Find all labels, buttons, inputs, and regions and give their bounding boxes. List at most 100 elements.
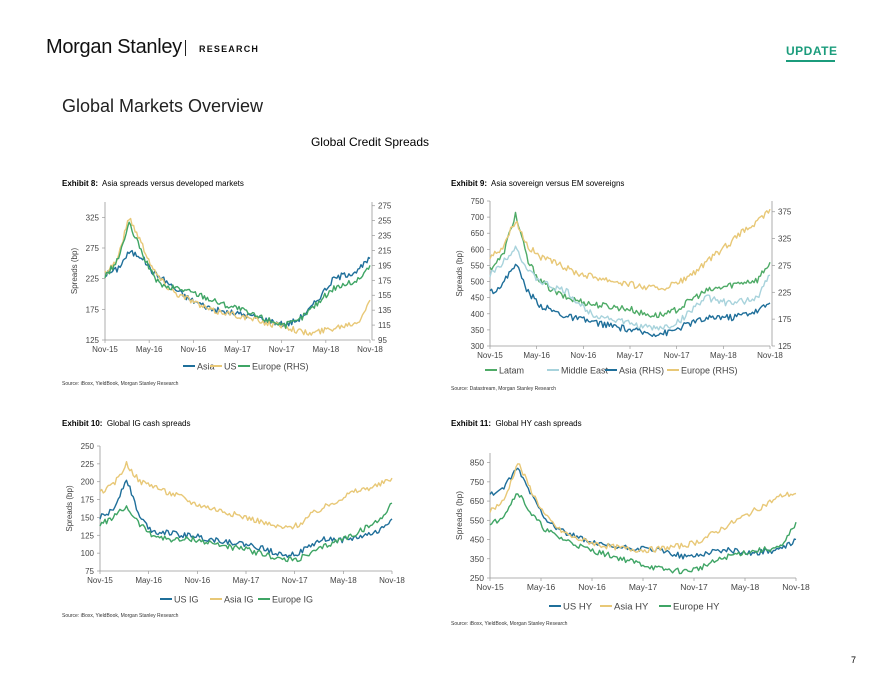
exhibit-11-source: Source: iBoxx, YieldBook, Morgan Stanley…	[451, 621, 568, 627]
exhibit-title-text: Asia spreads versus developed markets	[102, 179, 244, 188]
section-title: Global Credit Spreads	[310, 135, 430, 149]
legend-label: US HY	[563, 602, 593, 613]
y-tick-label: 350	[471, 326, 485, 335]
series-line-asia-rhs-	[489, 263, 771, 338]
series-line-middle-east	[489, 245, 771, 331]
x-tick-label: Nov-16	[184, 576, 210, 585]
y-tick-label: 100	[81, 549, 95, 558]
exhibit-title-text: Global IG cash spreads	[106, 419, 191, 428]
y2-tick-label: 155	[378, 291, 392, 300]
y2-tick-label: 175	[778, 315, 792, 324]
exhibit-label: Exhibit 11:	[451, 419, 492, 428]
y-tick-label: 250	[470, 573, 484, 583]
exhibit-label: Exhibit 9:	[451, 179, 488, 188]
y-axis-label: Spreads (bp)	[454, 491, 464, 540]
y-tick-label: 350	[470, 554, 484, 564]
x-tick-label: Nov-18	[357, 345, 383, 354]
series-line-europe-hy	[489, 493, 797, 575]
series-line-latam	[489, 211, 771, 319]
y-tick-label: 600	[471, 245, 485, 254]
y2-tick-label: 95	[378, 336, 387, 345]
x-tick-label: May-16	[527, 582, 556, 592]
x-tick-label: Nov-16	[180, 345, 206, 354]
brand-divider	[185, 40, 186, 56]
y-tick-label: 750	[470, 477, 484, 487]
y-tick-label: 125	[86, 336, 100, 345]
legend-label: Europe HY	[673, 602, 720, 613]
x-tick-label: Nov-17	[282, 576, 308, 585]
x-tick-label: Nov-15	[92, 345, 118, 354]
x-tick-label: Nov-17	[680, 582, 708, 592]
chart-exhibit-11: 250 350 450 550 650 750 850 Spreads (bp) Nov-15 M…	[454, 453, 810, 613]
exhibit-10-source: Source: iBoxx, YieldBook, Morgan Stanley…	[62, 613, 179, 619]
y-tick-label: 450	[470, 535, 484, 545]
y2-tick-label: 135	[378, 306, 392, 315]
x-tick-label: May-17	[224, 345, 251, 354]
y-tick-label: 275	[86, 244, 100, 253]
exhibit-8-source: Source: iBoxx, YieldBook, Morgan Stanley…	[62, 381, 179, 387]
y2-tick-label: 215	[378, 246, 392, 255]
x-tick-label: Nov-17	[664, 351, 690, 360]
x-tick-label: May-17	[617, 351, 644, 360]
y-tick-label: 300	[471, 342, 485, 351]
y-tick-label: 400	[471, 310, 485, 319]
y-tick-label: 150	[81, 513, 95, 522]
x-tick-label: Nov-15	[476, 582, 504, 592]
exhibit-title-text: Global HY cash spreads	[495, 419, 582, 428]
x-tick-label: May-18	[731, 582, 760, 592]
y-tick-label: 225	[81, 460, 95, 469]
exhibit-label: Exhibit 8:	[62, 179, 99, 188]
legend-label: Europe (RHS)	[681, 366, 738, 376]
x-tick-label: May-18	[710, 351, 737, 360]
exhibit-label: Exhibit 10:	[62, 419, 103, 428]
y-tick-label: 450	[471, 294, 485, 303]
x-tick-label: Nov-15	[477, 351, 503, 360]
update-underline	[786, 60, 835, 62]
exhibit-9-title: Exhibit 9: Asia sovereign versus EM sove…	[451, 179, 624, 188]
x-tick-label: May-16	[136, 345, 163, 354]
legend-label: Europe IG	[272, 595, 313, 605]
y-tick-label: 650	[471, 229, 485, 238]
y2-tick-label: 235	[378, 232, 392, 241]
x-tick-label: May-16	[135, 576, 162, 585]
x-tick-label: May-17	[233, 576, 260, 585]
y2-tick-label: 125	[778, 342, 792, 351]
y-tick-label: 225	[86, 275, 100, 284]
exhibit-10-title: Exhibit 10: Global IG cash spreads	[62, 419, 191, 428]
exhibit-9-source: Source: Datastream, Morgan Stanley Resea…	[451, 386, 557, 392]
x-tick-label: Nov-15	[87, 576, 113, 585]
y2-tick-label: 255	[378, 217, 392, 226]
x-tick-label: Nov-18	[782, 582, 810, 592]
x-tick-label: May-18	[312, 345, 339, 354]
y-tick-label: 125	[81, 531, 95, 540]
y2-tick-label: 225	[778, 288, 792, 297]
series-line-europe-ig	[99, 502, 393, 563]
legend-label: Asia IG	[224, 595, 254, 605]
legend-label: US	[224, 362, 237, 372]
x-tick-label: May-18	[330, 576, 357, 585]
x-tick-label: Nov-18	[757, 351, 783, 360]
y-axis-label: Spreads (bp)	[455, 250, 464, 297]
y2-tick-label: 275	[778, 261, 792, 270]
legend-label: Asia (RHS)	[619, 366, 664, 376]
page-number: 7	[851, 655, 857, 665]
exhibit-title-text: Asia sovereign versus EM sovereigns	[491, 179, 625, 188]
x-tick-label: May-16	[523, 351, 550, 360]
y-tick-label: 175	[81, 496, 95, 505]
chart-exhibit-10: 75 100 125 150 175 200 225 250 Spreads (bp) Nov-1…	[65, 442, 405, 605]
page-title: Global Markets Overview	[62, 96, 264, 116]
series-line-asia-hy	[489, 463, 797, 554]
x-tick-label: Nov-18	[379, 576, 405, 585]
series-line-us-ig	[99, 479, 393, 558]
y2-tick-label: 175	[378, 276, 392, 285]
y-axis-label: Spreads (bp)	[65, 485, 74, 532]
exhibit-11-title: Exhibit 11: Global HY cash spreads	[451, 419, 582, 428]
x-tick-label: May-17	[629, 582, 658, 592]
legend-label: US IG	[174, 595, 199, 605]
y-tick-label: 500	[471, 278, 485, 287]
y-tick-label: 250	[81, 442, 95, 451]
y-axis-label: Spreads (bp)	[70, 248, 79, 295]
y-tick-label: 200	[81, 478, 95, 487]
series-line-us-hy	[489, 467, 797, 560]
x-tick-label: Nov-17	[269, 345, 295, 354]
